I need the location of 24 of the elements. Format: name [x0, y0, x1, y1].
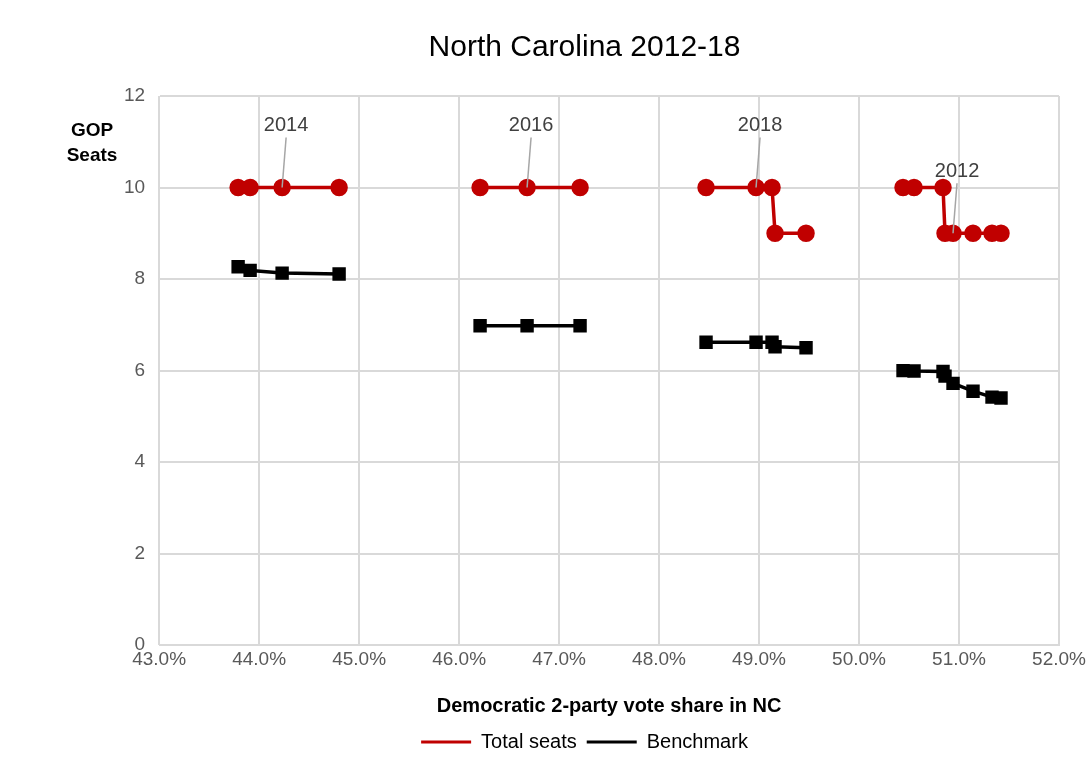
- y-axis-title: GOP Seats: [66, 118, 118, 165]
- x-tick-label: 47.0%: [532, 647, 587, 669]
- annotation: 2012: [934, 158, 980, 181]
- annotation: 2014: [263, 113, 309, 136]
- x-tick-label: 44.0%: [232, 647, 287, 669]
- x-tick-label: 50.0%: [832, 647, 887, 669]
- annotation: 2016: [508, 113, 554, 136]
- y-tick-label: 10: [123, 175, 146, 197]
- y-tick-label: 6: [134, 358, 146, 380]
- annotation: 2018: [737, 113, 783, 136]
- x-tick-label: 45.0%: [332, 647, 387, 669]
- x-tick-label: 52.0%: [1032, 647, 1087, 669]
- x-axis-title: Democratic 2-party vote share in NC: [436, 693, 782, 716]
- y-tick-label: 8: [134, 267, 146, 289]
- x-tick-label: 48.0%: [632, 647, 687, 669]
- x-tick-label: 51.0%: [932, 647, 987, 669]
- y-tick-label: 12: [123, 84, 146, 106]
- legend-label: Total seats: [481, 729, 577, 752]
- x-tick-label: 49.0%: [732, 647, 787, 669]
- chart-title: North Carolina 2012-18: [428, 29, 741, 63]
- legend-label: Benchmark: [646, 729, 749, 752]
- y-tick-label: 4: [134, 450, 146, 472]
- y-tick-label: 2: [134, 541, 146, 563]
- x-tick-label: 46.0%: [432, 647, 487, 669]
